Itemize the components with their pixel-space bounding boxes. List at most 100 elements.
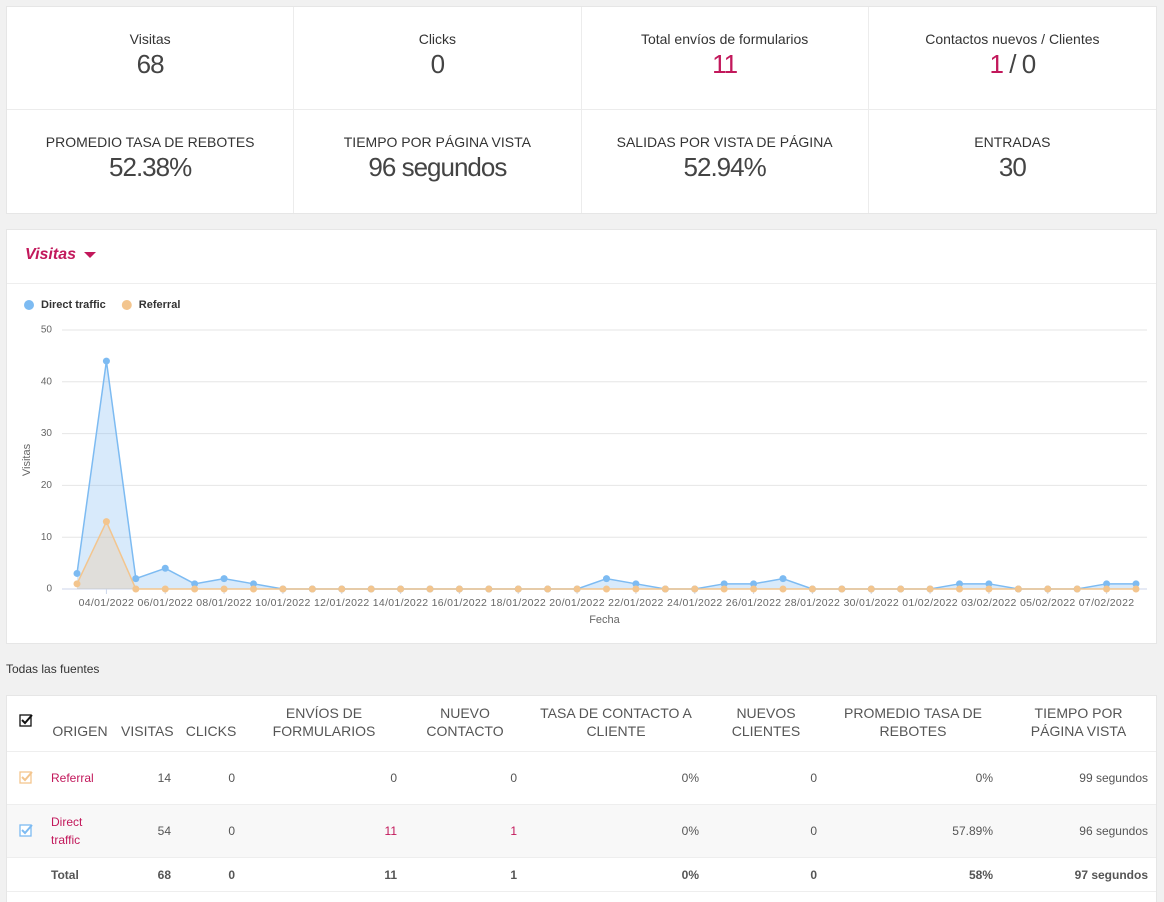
header-cell: TIEMPO POR PÁGINA VISTA: [1001, 696, 1156, 752]
point: [603, 585, 610, 593]
point: [308, 585, 316, 593]
x-tick-label: 30/01/2022: [843, 597, 899, 609]
point: [250, 585, 257, 593]
checkbox[interactable]: [19, 823, 33, 837]
point: [691, 585, 699, 593]
stat-value: 52.94%: [683, 152, 767, 182]
sources-table: ORIGEN VISITAS CLICKS ENVÍOS DE FORMULARIOS…: [7, 696, 1156, 892]
point: [779, 585, 787, 593]
header-cell: NUEVO CONTACTO: [405, 696, 525, 752]
table-cell: 0%: [525, 804, 707, 858]
point: [720, 585, 728, 593]
x-tick-label: 18/01/2022: [490, 597, 546, 609]
check-cell: [7, 751, 45, 805]
clients: 0: [1021, 49, 1037, 79]
point: [338, 585, 346, 593]
table-cell: 54: [115, 804, 179, 858]
point: [250, 580, 257, 588]
x-tick-label: 14/01/2022: [373, 597, 429, 609]
point: [838, 585, 846, 593]
dropdown-arrow: [84, 252, 97, 258]
header-row: ORIGEN VISITAS CLICKS ENVÍOS DE FORMULARIOS…: [7, 696, 1156, 752]
point: [956, 580, 963, 588]
stat-value: 0: [430, 49, 445, 79]
table-cell: 0%: [825, 751, 1001, 805]
point: [750, 580, 758, 588]
stat-label: TIEMPO POR PÁGINA VISTA: [343, 134, 531, 150]
x-tick-label: 08/01/2022: [196, 597, 252, 609]
table-cell: 0: [707, 857, 825, 892]
table-cell: 0%: [525, 751, 707, 805]
point: [1132, 580, 1140, 588]
table-cell: 0: [179, 857, 243, 892]
table-cell: 11: [243, 804, 405, 858]
header-cell: ENVÍOS DE FORMULARIOS: [243, 696, 405, 752]
point: [632, 580, 640, 588]
point: [279, 585, 287, 593]
point: [1044, 585, 1052, 593]
point: [73, 580, 81, 588]
table-cell: 0: [179, 751, 243, 805]
x-tick-label: 26/01/2022: [726, 597, 782, 609]
header-cell: ORIGEN: [45, 696, 115, 752]
x-tick-label: 24/01/2022: [667, 597, 723, 609]
chart-card: 0 10 20 30 40 50 04/01/2022 06/01/2022 08/01/202…: [6, 229, 1157, 644]
stat-value: 30: [998, 152, 1027, 182]
table-row: Referral 14 0 0 0 0% 0 0% 99 segundos: [7, 751, 1156, 805]
header-cell: [7, 696, 45, 752]
x-tick-label: 04/01/2022: [79, 597, 135, 609]
x-tick-label: 05/02/2022: [1020, 597, 1076, 609]
table-cell: 14: [115, 751, 179, 805]
table-cell: 0: [243, 751, 405, 805]
x-tick-label: 16/01/2022: [432, 597, 488, 609]
stat: Visitas 68: [7, 7, 295, 110]
table-cell: 68: [115, 857, 179, 892]
stat-label: PROMEDIO TASA DE REBOTES: [45, 134, 255, 150]
x-tick-label: 06/01/2022: [137, 597, 193, 609]
y-tick-label: 30: [41, 428, 53, 439]
point: [661, 585, 669, 593]
origin-cell[interactable]: Referral: [45, 751, 115, 805]
legend-marker: [121, 300, 132, 310]
header-cell: VISITAS: [115, 696, 179, 752]
point: [1014, 585, 1022, 593]
origin-cell: Total: [45, 857, 115, 892]
point: [985, 580, 993, 588]
stat-value: 68: [136, 49, 165, 79]
y-axis-label: Visitas: [21, 443, 33, 476]
point: [603, 575, 610, 583]
x-axis-label: Fecha: [589, 614, 620, 626]
stat-label: Total envíos de formularios: [640, 31, 809, 47]
check-cell: [7, 804, 45, 858]
point: [367, 585, 375, 593]
header-cell: TASA DE CONTACTO A CLIENTE: [525, 696, 707, 752]
point: [720, 580, 728, 588]
stat: Total envíos de formularios 11: [581, 7, 869, 110]
header-cell: NUEVOS CLIENTES: [707, 696, 825, 752]
stat-label: Clicks: [418, 31, 457, 47]
checkbox[interactable]: [19, 770, 33, 784]
point: [132, 585, 140, 593]
stat-value: 1 / 0: [869, 49, 1156, 80]
x-tick-label: 22/01/2022: [608, 597, 664, 609]
table-cell: 96 segundos: [1001, 804, 1156, 858]
point: [1073, 585, 1081, 593]
total-row: Total 68 0 11 1 0% 0 58% 97 segundos: [7, 857, 1156, 892]
point: [956, 585, 963, 593]
divider: [7, 283, 1156, 284]
stat: Clicks 0: [294, 7, 582, 110]
legend-label: Direct traffic: [41, 299, 106, 311]
checkbox[interactable]: [19, 713, 33, 727]
table-cell: 0: [179, 804, 243, 858]
table-body: Referral 14 0 0 0 0% 0 0% 99 segundos Direct traf…: [7, 751, 1156, 892]
table-cell: 0: [707, 751, 825, 805]
chart-selector[interactable]: Visitas: [25, 246, 97, 264]
point: [1103, 585, 1111, 593]
point: [485, 585, 493, 593]
point: [191, 580, 199, 588]
origin-cell[interactable]: Direct traffic: [45, 804, 115, 858]
stat-label: Contactos nuevos / Clientes: [925, 31, 1100, 47]
chart: 0 10 20 30 40 50 04/01/2022 06/01/2022 08/01/202…: [21, 299, 1147, 626]
point: [897, 585, 905, 593]
legend-marker: [24, 300, 34, 310]
